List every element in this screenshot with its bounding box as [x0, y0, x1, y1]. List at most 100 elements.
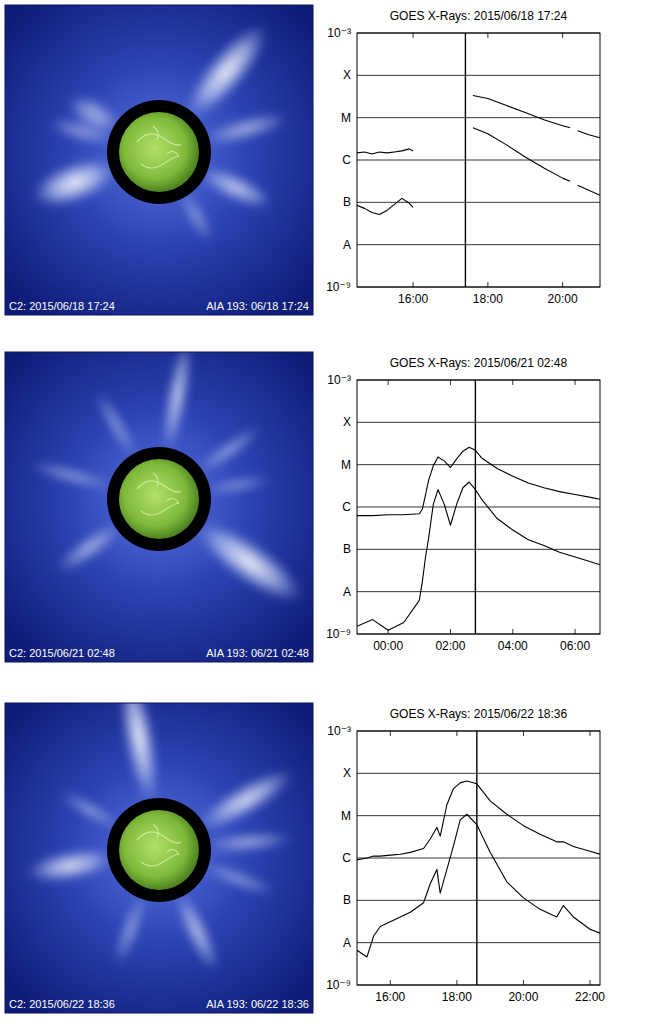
- image-background: [5, 703, 313, 1013]
- plot-data: [357, 33, 600, 287]
- image-border: [5, 352, 313, 662]
- streamer: [108, 889, 152, 970]
- y-tick-label: M: [341, 809, 351, 823]
- streamer: [112, 703, 166, 808]
- sun-feature: [153, 824, 158, 838]
- streamer: [200, 106, 293, 151]
- y-tick-label: 10⁻³: [327, 373, 351, 387]
- x-tick-label: 18:00: [442, 990, 472, 1004]
- y-tick-label: C: [342, 851, 351, 865]
- x-tick-label: 06:00: [560, 639, 590, 653]
- occulter: [107, 447, 211, 551]
- y-tick-label: X: [343, 766, 351, 780]
- x-tick-label: 04:00: [498, 639, 528, 653]
- y-tick-label: 10⁻⁹: [326, 280, 351, 294]
- sun-feature: [141, 854, 179, 866]
- flux-line: [357, 95, 600, 153]
- image-content: [5, 703, 313, 1013]
- y-tick-label: C: [342, 153, 351, 167]
- streamer: [203, 829, 294, 855]
- x-tick-label: 16:00: [375, 990, 405, 1004]
- sun-feature: [137, 134, 181, 145]
- sun-feature: [167, 151, 179, 156]
- y-tick-label: B: [343, 893, 351, 907]
- grid-line: [357, 815, 600, 816]
- flux-line: [357, 482, 600, 630]
- streamer: [90, 387, 144, 464]
- tick-mark: [390, 980, 391, 985]
- streamer: [199, 858, 280, 900]
- streamer: [202, 472, 273, 498]
- plot-frame: [357, 33, 600, 287]
- tick-mark: [575, 380, 576, 385]
- tick-mark: [487, 282, 488, 287]
- grid-line: [357, 858, 600, 859]
- plot-data: [357, 731, 600, 985]
- chart-title: GOES X-Rays: 2015/06/21 02:48: [390, 356, 568, 370]
- body: {"images": [ {"c2_label": "C2: 2015/06/1…: [0, 0, 645, 1036]
- y-tick-label: X: [343, 415, 351, 429]
- grid-line: [357, 117, 600, 118]
- occulter: [107, 100, 211, 204]
- grid-line: [357, 75, 600, 76]
- tick-mark: [523, 731, 524, 736]
- sun-feature: [137, 832, 181, 843]
- plot-frame: [357, 380, 600, 634]
- sun-feature: [141, 156, 179, 168]
- image-label: C2: 2015/06/18 17:24: [9, 300, 115, 312]
- sun-feature: [153, 473, 158, 487]
- coronagraph-image: C2: 2015/06/18 17:24 AIA 193: 06/18 17:24: [5, 5, 313, 315]
- y-tick-label: 10⁻⁹: [326, 627, 351, 641]
- y-tick-label: 10⁻³: [327, 724, 351, 738]
- streamer: [190, 760, 300, 841]
- tick-mark: [590, 731, 591, 736]
- x-tick-label: 18:00: [473, 292, 503, 306]
- sun-feature: [167, 498, 179, 503]
- occulter: [107, 798, 211, 902]
- tick-mark: [413, 282, 414, 287]
- image-label: AIA 193: 06/21 02:48: [206, 647, 309, 659]
- x-tick-label: 16:00: [398, 292, 428, 306]
- tick-mark: [512, 380, 513, 385]
- flux-line: [357, 781, 600, 860]
- x-tick-label: 20:00: [548, 292, 578, 306]
- image-label: C2: 2015/06/22 18:36: [9, 998, 115, 1010]
- sun-feature: [167, 849, 179, 854]
- y-tick-label: X: [343, 68, 351, 82]
- flux-line: [357, 814, 600, 957]
- tick-mark: [456, 980, 457, 985]
- tick-mark: [575, 629, 576, 634]
- y-tick-label: 10⁻³: [327, 26, 351, 40]
- image-label: AIA 193: 06/18 17:24: [206, 300, 309, 312]
- tick-mark: [562, 282, 563, 287]
- tick-mark: [450, 629, 451, 634]
- image-border: [5, 5, 313, 315]
- image-content: [5, 5, 313, 315]
- image-border: [5, 703, 313, 1013]
- grid-line: [357, 507, 600, 508]
- image-label: C2: 2015/06/21 02:48: [9, 647, 115, 659]
- tick-mark: [450, 380, 451, 385]
- tick-mark: [590, 980, 591, 985]
- sun-feature: [137, 481, 181, 492]
- x-tick-label: 00:00: [373, 639, 403, 653]
- grid-line: [357, 464, 600, 465]
- streamer: [168, 886, 226, 977]
- y-tick-label: M: [341, 111, 351, 125]
- tick-mark: [512, 629, 513, 634]
- image-background: [5, 352, 313, 662]
- sun-feature: [153, 126, 158, 140]
- streamer: [27, 456, 118, 495]
- time-marker: [476, 731, 477, 985]
- time-marker: [475, 380, 476, 634]
- tick-mark: [390, 731, 391, 736]
- goes-chart: GOES X-Rays: 2015/06/18 17:2410⁻³XMCBA10…: [326, 9, 600, 306]
- tick-mark: [523, 980, 524, 985]
- y-tick-label: A: [343, 936, 351, 950]
- tick-mark: [388, 380, 389, 385]
- grid-line: [357, 244, 600, 245]
- goes-chart: GOES X-Rays: 2015/06/21 02:4810⁻³XMCBA10…: [326, 356, 600, 653]
- grid-line: [357, 202, 600, 203]
- grid-line: [357, 773, 600, 774]
- tick-mark: [456, 731, 457, 736]
